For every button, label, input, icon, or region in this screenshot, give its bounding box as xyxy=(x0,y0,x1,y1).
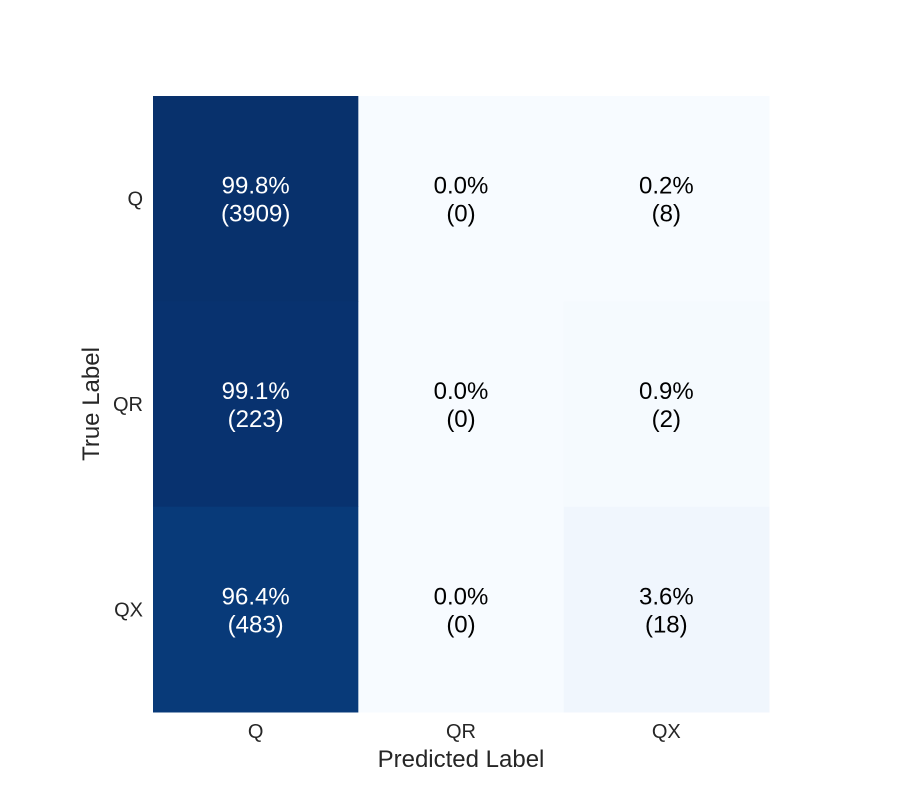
heatmap-cell-q-qr xyxy=(358,96,565,302)
cell-count-label: (483) xyxy=(228,611,284,638)
cell-percent-label: 3.6% xyxy=(639,583,694,610)
x-tick-label: QR xyxy=(446,721,476,743)
cell-percent-label: 0.2% xyxy=(639,173,694,200)
cell-count-label: (223) xyxy=(228,406,284,433)
cell-percent-label: 96.4% xyxy=(222,583,290,610)
heatmap-cells xyxy=(153,96,770,713)
cell-percent-label: 0.0% xyxy=(434,173,489,200)
y-tick-label: QR xyxy=(113,394,143,416)
y-axis-tick-labels: Q QR QX xyxy=(113,189,143,622)
x-axis-tick-labels: Q QR QX xyxy=(248,721,681,743)
cell-count-label: (0) xyxy=(446,611,475,638)
cell-percent-label: 99.8% xyxy=(222,173,290,200)
cell-count-label: (18) xyxy=(645,611,688,638)
x-axis-title: Predicted Label xyxy=(378,746,545,773)
x-tick-label: Q xyxy=(248,721,264,743)
heatmap-cell-q-q xyxy=(153,96,359,302)
heatmap-cell-qr-qx xyxy=(563,301,770,508)
y-axis-title: True Label xyxy=(78,347,105,461)
cell-count-label: (3909) xyxy=(221,201,290,228)
cell-percent-label: 0.0% xyxy=(434,583,489,610)
y-tick-label: QX xyxy=(114,599,143,621)
cell-count-label: (2) xyxy=(652,406,681,433)
cell-count-label: (0) xyxy=(446,201,475,228)
cell-percent-label: 0.9% xyxy=(639,378,694,405)
cell-percent-label: 99.1% xyxy=(222,378,290,405)
heatmap-cell-q-qx xyxy=(563,96,770,302)
cell-count-label: (8) xyxy=(652,201,681,228)
heatmap-cell-qx-q xyxy=(153,506,359,713)
cell-count-label: (0) xyxy=(446,406,475,433)
heatmap-cell-labels: 99.8%(3909)0.0%(0)0.2%(8)99.1%(223)0.0%(… xyxy=(221,173,694,639)
heatmap-cell-qr-qr xyxy=(358,301,565,508)
heatmap-cell-qx-qr xyxy=(358,506,565,713)
heatmap-cell-qx-qx xyxy=(563,506,770,713)
cell-percent-label: 0.0% xyxy=(434,378,489,405)
x-tick-label: QX xyxy=(652,721,681,743)
y-tick-label: Q xyxy=(127,189,143,211)
heatmap-cell-qr-q xyxy=(153,301,359,508)
